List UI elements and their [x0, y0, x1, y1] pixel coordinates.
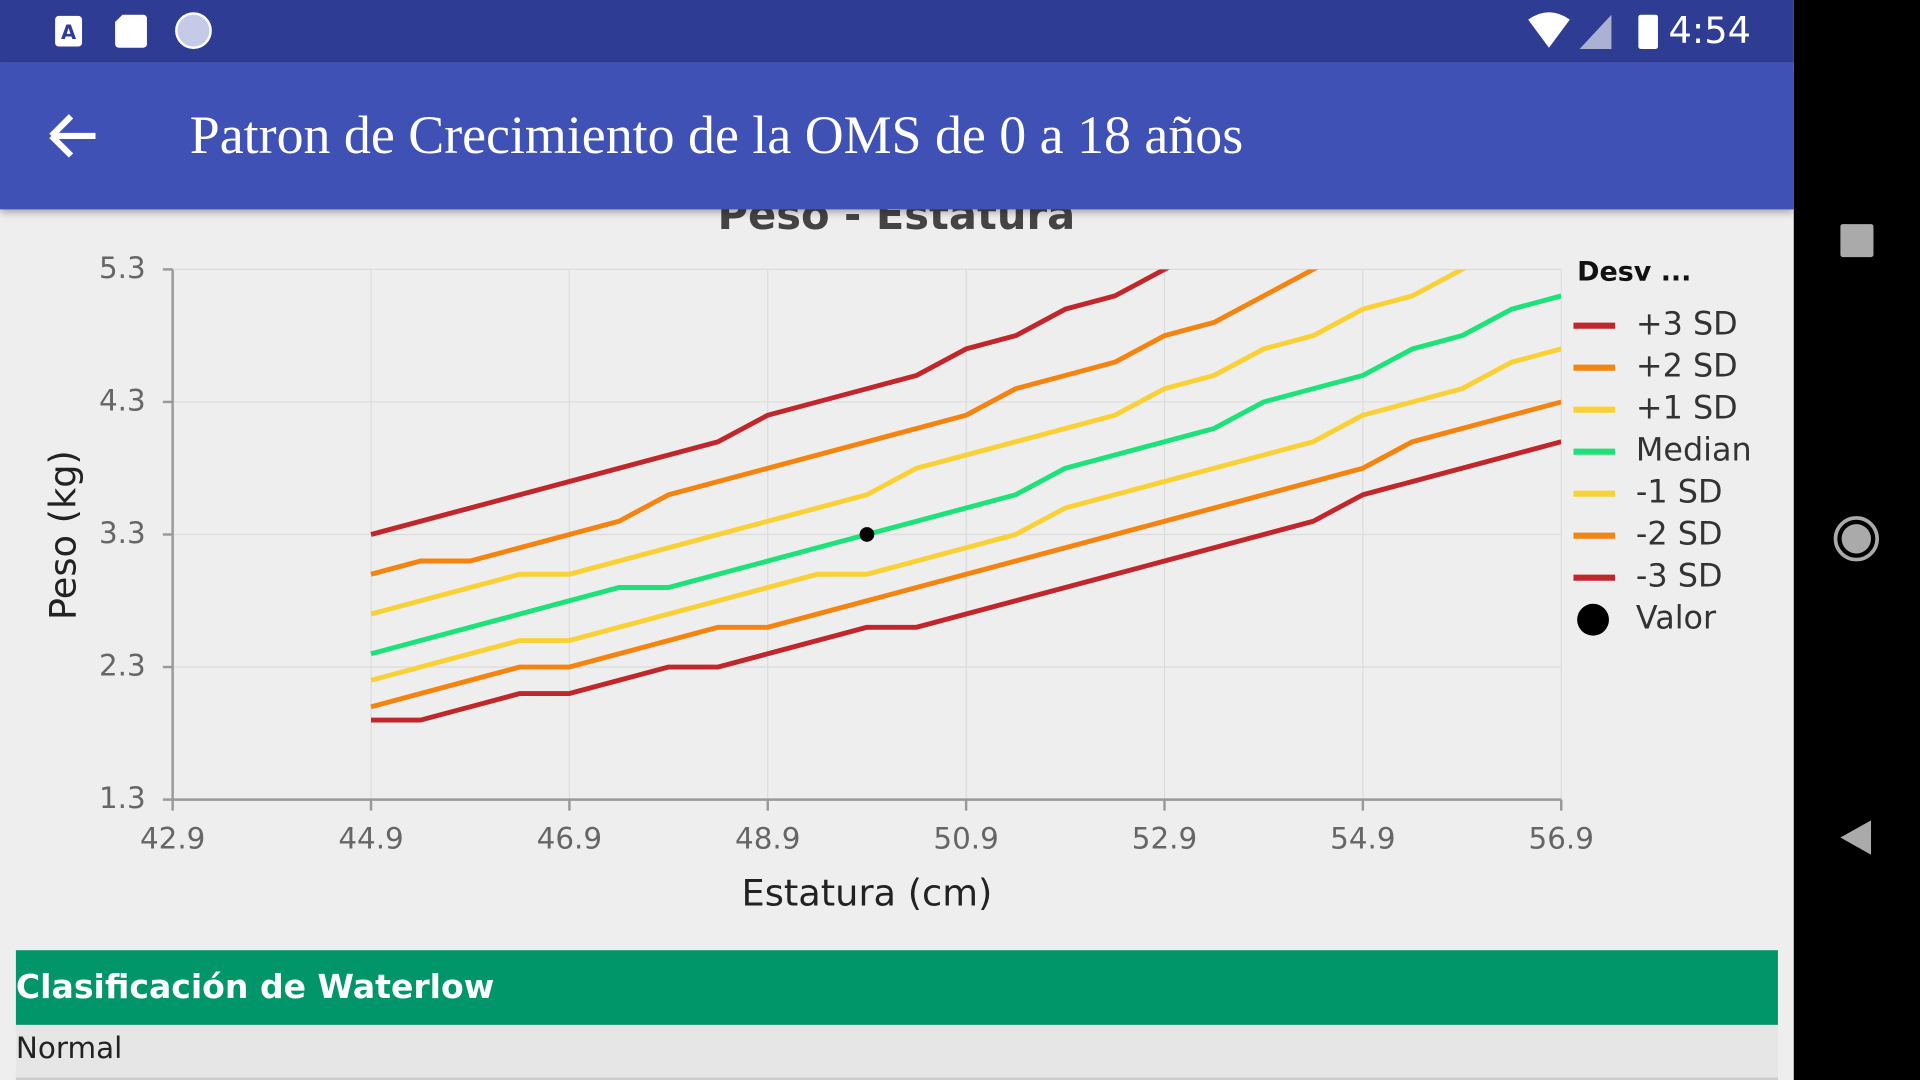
series-line [370, 346, 1562, 683]
recents-button[interactable] [1840, 224, 1874, 258]
home-button[interactable] [1833, 516, 1879, 562]
navigation-bar [1793, 0, 1920, 1080]
app-screen: A 4:54 Patron de Crecimiento de la OMS d… [0, 0, 1794, 1080]
legend-label: +3 SD [1636, 305, 1738, 343]
classification-value: Normal [15, 1024, 1778, 1080]
series-line [370, 399, 1562, 710]
y-axis-label: Peso (kg) [41, 450, 84, 620]
app-bar: Patron de Crecimiento de la OMS de 0 a 1… [0, 62, 1794, 210]
x-tick-label: 52.9 [1132, 822, 1197, 856]
icon-signal [1579, 14, 1612, 49]
x-tick-label: 42.9 [140, 822, 205, 856]
legend-label: -1 SD [1636, 473, 1723, 511]
y-tick-label: 1.3 [99, 781, 146, 815]
series-line [370, 269, 1170, 537]
legend-label: -2 SD [1636, 515, 1723, 553]
icon-a [55, 15, 83, 47]
y-tick-label: 3.3 [99, 516, 146, 550]
classification-header: Clasificación de Waterlow [15, 950, 1778, 1025]
plot-area [370, 269, 1562, 723]
legend-swatch [1577, 603, 1609, 636]
x-tick-label: 44.9 [338, 822, 403, 856]
legend-label: +1 SD [1636, 389, 1738, 427]
status-icons-right [1528, 12, 1658, 49]
back-nav-button[interactable] [1840, 820, 1872, 855]
x-tick-label: 56.9 [1529, 822, 1594, 856]
legend-label: +2 SD [1636, 347, 1738, 385]
icon-sd [115, 14, 147, 48]
series-line [370, 269, 1319, 577]
legend-label: Valor [1636, 599, 1717, 637]
status-icons-left: A [55, 12, 212, 49]
back-button[interactable] [37, 99, 110, 172]
x-axis-label: Estatura (cm) [742, 872, 993, 915]
x-tick-label: 46.9 [537, 822, 602, 856]
chart: Peso - Estatura Estatura (cm) Peso (kg) … [41, 190, 1752, 915]
series-line [370, 269, 1468, 617]
legend-title: Desv ... [1577, 257, 1691, 288]
status-bar: A 4:54 [0, 0, 1794, 63]
y-tick-label: 2.3 [99, 649, 146, 683]
x-tick-label: 50.9 [933, 822, 998, 856]
y-tick-label: 5.3 [99, 251, 146, 285]
legend-label: -3 SD [1636, 557, 1723, 595]
x-tick-label: 54.9 [1330, 822, 1395, 856]
x-tick-label: 48.9 [735, 822, 800, 856]
nav-icons [1833, 224, 1879, 855]
series-line [371, 439, 1562, 723]
icon-sync [175, 12, 212, 49]
icon-battery [1638, 14, 1658, 49]
app-title: Patron de Crecimiento de la OMS de 0 a 1… [189, 105, 1244, 166]
home-button-inner [1841, 524, 1872, 554]
legend-label: Median [1636, 431, 1752, 469]
icon-wifi [1528, 12, 1570, 48]
y-tick-label: 4.3 [99, 383, 146, 417]
series-line [370, 293, 1562, 657]
clock: 4:54 [1668, 9, 1752, 53]
icon-a-glyph: A [61, 21, 77, 44]
data-point [859, 527, 875, 542]
